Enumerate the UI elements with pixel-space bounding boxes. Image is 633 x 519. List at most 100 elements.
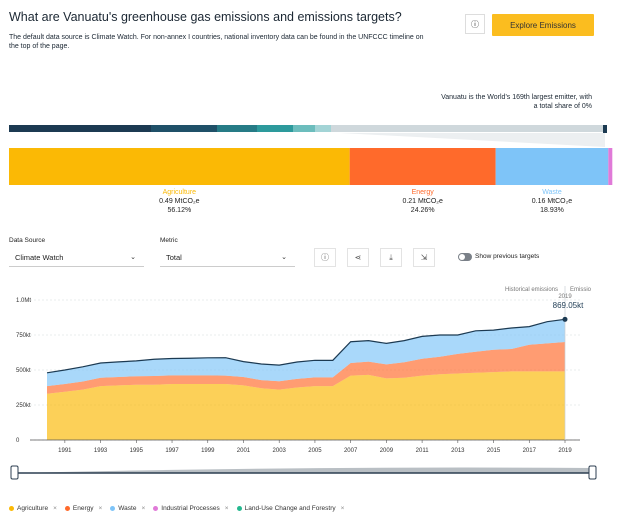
share-segment — [349, 148, 496, 185]
x-tick-label: 2007 — [344, 448, 358, 454]
page-description: The default data source is Climate Watch… — [9, 34, 424, 50]
x-tick-label: 1999 — [201, 448, 215, 454]
rank-bar-segment — [331, 125, 606, 132]
area-waste — [47, 319, 565, 387]
emissions-breakdown-graphic — [9, 125, 613, 185]
legend-label: Waste — [118, 505, 137, 512]
close-icon[interactable]: × — [340, 505, 345, 512]
add-to-explore-button[interactable]: ⇲ — [413, 248, 435, 267]
last-value-label: 869.05kt — [553, 301, 584, 310]
show-previous-label: Show previous targets — [475, 253, 540, 260]
x-tick-label: 2005 — [308, 448, 322, 454]
y-tick-label: 750kt — [16, 333, 31, 339]
rank-bar-segment — [293, 125, 315, 132]
pin-icon: ⇲ — [420, 253, 428, 262]
segment-value: 0.16 MtCO₂e — [531, 198, 573, 205]
rank-bar-segment — [257, 125, 293, 132]
legend-label: Industrial Processes — [161, 505, 220, 512]
timeline-range-slider[interactable] — [0, 462, 633, 482]
x-tick-label: 1993 — [94, 448, 108, 454]
metric-label: Metric — [160, 237, 178, 244]
rank-bar-segment — [217, 125, 257, 132]
share-bar — [9, 148, 613, 185]
x-tick-label: 2001 — [237, 448, 251, 454]
close-icon[interactable]: × — [53, 505, 57, 512]
rank-bar-segment — [151, 125, 217, 132]
x-tick-label: 2013 — [451, 448, 465, 454]
legend-label: Energy — [72, 505, 94, 512]
legend-item[interactable]: Agriculture × — [9, 505, 57, 512]
legend-item[interactable]: Energy × — [64, 505, 103, 512]
close-icon[interactable]: × — [224, 505, 229, 512]
rank-funnel — [340, 133, 605, 147]
data-source-select[interactable]: Climate Watch ⌄ — [9, 248, 144, 267]
legend-dot-icon — [153, 506, 159, 511]
segment-value: 0.21 MtCO₂e — [402, 198, 443, 205]
legend-dot-icon — [110, 506, 116, 511]
legend-item[interactable]: Industrial Processes × — [153, 505, 229, 512]
x-tick-label: 1995 — [130, 448, 144, 454]
rank-bar-segment — [9, 125, 151, 132]
segment-share: 18.93% — [540, 207, 564, 214]
metric-select[interactable]: Total ⌄ — [160, 248, 295, 267]
info-tool-button[interactable]: ⓘ — [314, 248, 336, 267]
segment-name: Agriculture — [162, 189, 197, 196]
emitter-rank-note: Vanuatu is the World's 169th largest emi… — [441, 94, 592, 110]
rank-marker — [603, 125, 607, 133]
segment-value: 0.49 MtCO₂e — [159, 198, 200, 205]
share-tool-button[interactable]: ⋖ — [347, 248, 369, 267]
segment-name: Waste — [542, 189, 562, 196]
emissions-label: Emissio — [570, 287, 592, 293]
share-segment — [495, 148, 609, 185]
slider-handle-start[interactable] — [10, 465, 19, 480]
info-icon: ⓘ — [471, 19, 479, 29]
chevron-down-icon: ⌄ — [130, 254, 136, 261]
share-icon: ⋖ — [354, 253, 362, 262]
metric-value: Total — [166, 252, 182, 262]
x-tick-label: 2009 — [380, 448, 394, 454]
x-tick-label: 2017 — [523, 448, 537, 454]
download-icon: ⤓ — [389, 252, 393, 262]
x-tick-label: 2019 — [558, 448, 572, 454]
historical-label: Historical emissions — [505, 287, 558, 293]
slider-handle-end[interactable] — [588, 465, 597, 480]
close-icon[interactable]: × — [98, 505, 103, 512]
segment-share: 24.26% — [410, 207, 435, 214]
legend-dot-icon — [64, 506, 70, 511]
legend-item[interactable]: Waste × — [110, 505, 145, 512]
share-segment — [9, 148, 350, 185]
show-previous-toggle[interactable] — [458, 253, 472, 261]
share-segment — [608, 148, 613, 185]
rank-bar-segment — [315, 125, 331, 132]
page-title: What are Vanuatu's greenhouse gas emissi… — [9, 10, 402, 24]
legend-label: Agriculture — [17, 505, 49, 512]
info-icon: ⓘ — [321, 253, 329, 262]
last-value-point — [562, 316, 568, 322]
data-source-label: Data Source — [9, 237, 46, 244]
area-agriculture — [47, 371, 565, 440]
share-segment-label: Waste 0.16 MtCO₂e 18.93% — [512, 188, 592, 215]
segment-share: 56.12% — [167, 207, 192, 214]
y-tick-label: 250kt — [16, 403, 31, 409]
x-tick-label: 2011 — [416, 448, 430, 454]
legend-label: Land-Use Change and Forestry — [244, 505, 336, 512]
segment-name: Energy — [411, 189, 434, 196]
x-tick-label: 2003 — [273, 448, 287, 454]
total-line — [46, 318, 566, 374]
x-tick-label: 1997 — [165, 448, 179, 454]
share-segment-label: Agriculture 0.49 MtCO₂e 56.12% — [139, 188, 219, 215]
y-tick-label: 0 — [16, 438, 20, 444]
chart-legend: Agriculture × Energy × Waste × Industrial Proc… — [9, 505, 344, 512]
download-tool-button[interactable]: ⤓ — [380, 248, 402, 267]
last-year-label: 2019 — [558, 294, 572, 300]
info-button[interactable]: ⓘ — [465, 14, 485, 34]
legend-item[interactable]: Land-Use Change and Forestry × — [236, 505, 345, 512]
slider-track-shape — [15, 467, 593, 473]
emissions-area-chart: 0 250kt 500kt 750kt 1.0Mt 1991 1993 1995 1997 199… — [16, 286, 592, 454]
y-tick-label: 500kt — [16, 368, 31, 374]
x-tick-label: 2015 — [487, 448, 501, 454]
data-source-value: Climate Watch — [15, 252, 64, 262]
close-icon[interactable]: × — [141, 505, 146, 512]
explore-emissions-button[interactable]: Explore Emissions — [492, 14, 594, 36]
area-energy — [47, 342, 565, 394]
